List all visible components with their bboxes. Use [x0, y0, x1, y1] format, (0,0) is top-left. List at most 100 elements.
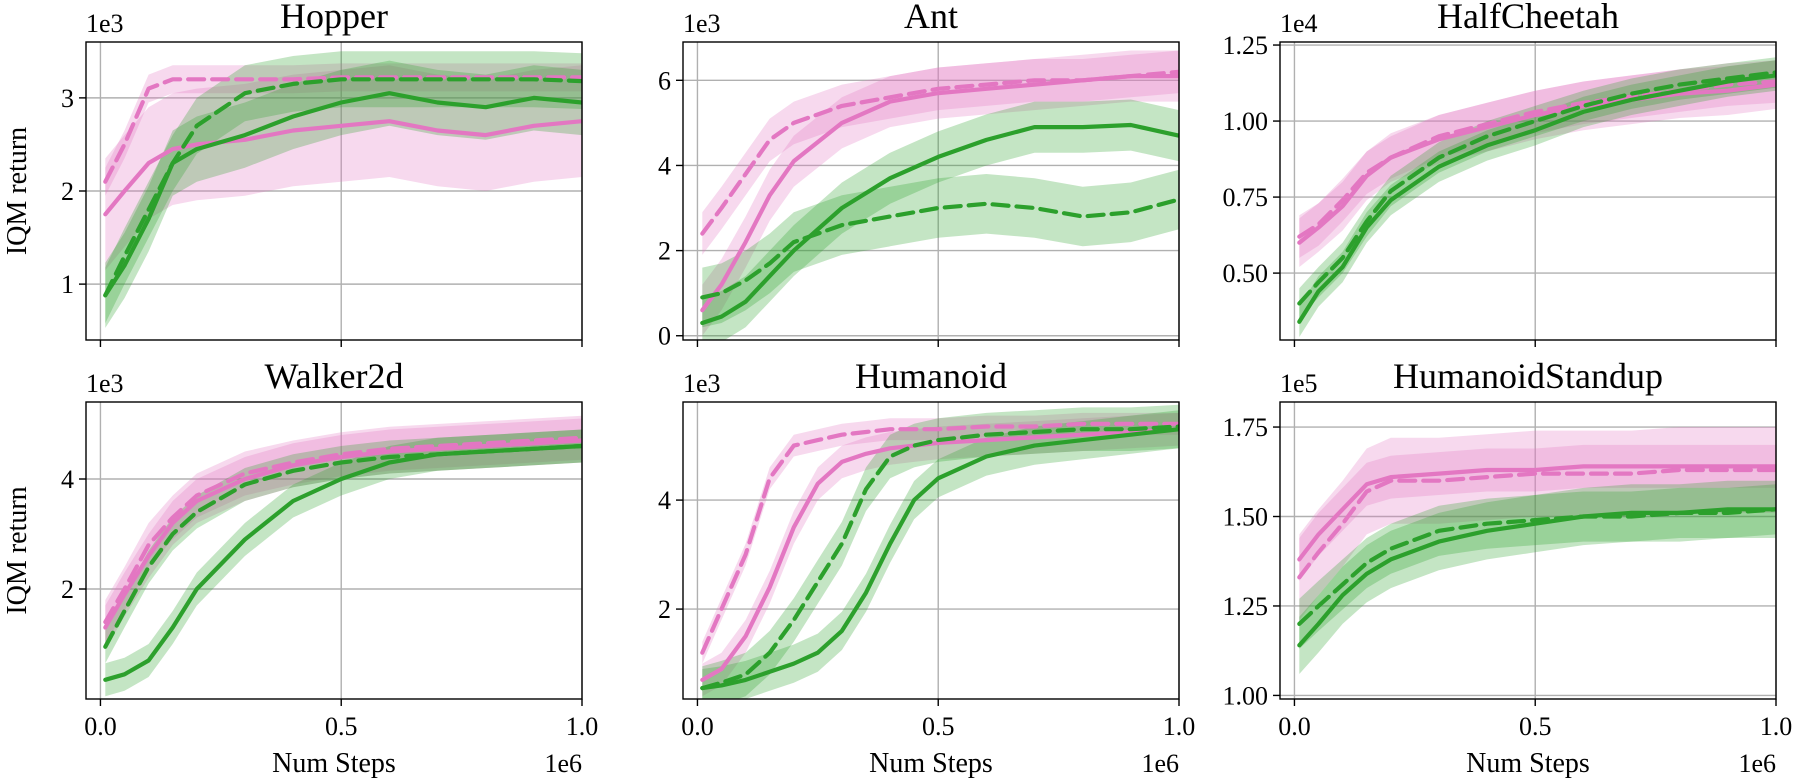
y-axis-exponent: 1e5	[1280, 369, 1318, 398]
y-tick-label: 0.50	[1223, 259, 1269, 288]
series-line-pink-solid	[103, 119, 582, 217]
x-tick-label: 0.0	[84, 712, 117, 741]
y-tick-label: 4	[61, 465, 74, 494]
x-tick-label: 1.0	[566, 712, 599, 741]
chart-panel-walker2d: 0.0 0.5 1.0 2 4 1e3 Walker2d IQM return Num Step…	[2, 356, 598, 779]
axes-frame	[1279, 41, 1777, 341]
y-axis-title: IQM return	[2, 127, 33, 255]
series-band-green-dashed	[1299, 484, 1776, 649]
y-tick-label: 2	[61, 177, 74, 206]
series-band-pink-solid	[1299, 60, 1776, 268]
series-line-green-solid	[700, 427, 1179, 691]
series-line-green-dashed	[103, 77, 582, 298]
panel-title: Hopper	[280, 0, 388, 36]
panel-title: Ant	[904, 0, 958, 36]
series-line-pink-dashed	[700, 421, 1179, 655]
series-band-pink-solid	[1299, 444, 1776, 581]
panel-title: HalfCheetah	[1437, 0, 1619, 36]
chart-panel-humanoidstandup: 0.0 0.5 1.0 1.00 1.25 1.50 1.75 1e5 HumanoidStan…	[1223, 356, 1793, 779]
series-line-green-dashed	[1297, 70, 1776, 306]
series-line-pink-solid	[1297, 82, 1776, 245]
y-tick-label: 1.00	[1223, 681, 1269, 710]
series-band-green-solid	[1299, 480, 1776, 674]
y-tick-label: 4	[658, 486, 671, 515]
series-line-green-dashed	[700, 197, 1179, 300]
series-band-green-dashed	[702, 169, 1179, 328]
x-axis-title: Num Steps	[272, 748, 396, 779]
y-axis-exponent: 1e3	[86, 369, 124, 398]
series-line-pink-dashed	[1297, 467, 1776, 580]
x-tick-label: 0.5	[1519, 712, 1552, 741]
axes-frame	[85, 401, 583, 700]
y-tick-label: 6	[658, 66, 671, 95]
chart-panel-hopper: 1 2 3 1e3 Hopper IQM return	[2, 0, 583, 347]
x-axis-title: Num Steps	[1466, 748, 1590, 779]
series-line-green-dashed	[1297, 507, 1776, 627]
x-tick-label: 1.0	[1163, 712, 1196, 741]
series-line-green-solid	[700, 122, 1179, 326]
series-band-pink-solid	[105, 418, 582, 650]
plot-area	[103, 51, 582, 328]
series-line-green-solid	[1297, 73, 1776, 324]
x-tick-label: 0.5	[922, 712, 955, 741]
series-band-pink-dashed	[1299, 60, 1776, 258]
y-tick-label: 0	[658, 322, 671, 351]
series-band-green-dashed	[105, 51, 582, 324]
x-axis-exponent: 1e6	[1738, 749, 1776, 778]
series-line-pink-solid	[103, 438, 582, 630]
y-tick-label: 3	[61, 84, 74, 113]
axes-frame	[682, 41, 1180, 341]
series-line-pink-dashed	[103, 435, 582, 625]
y-tick-label: 0.75	[1223, 183, 1269, 212]
x-axis-title: Num Steps	[869, 748, 993, 779]
series-line-pink-solid	[1297, 464, 1776, 562]
y-axis-exponent: 1e3	[683, 369, 721, 398]
series-line-green-dashed	[700, 424, 1179, 691]
y-tick-label: 2	[658, 595, 671, 624]
y-tick-label: 4	[658, 151, 671, 180]
y-axis-title: IQM return	[2, 486, 33, 614]
plot-area	[1297, 427, 1776, 674]
chart-panel-ant: 0 2 4 6 1e3 Ant	[658, 0, 1180, 351]
series-band-pink-dashed	[702, 50, 1179, 255]
y-tick-label: 1.25	[1223, 592, 1269, 621]
series-band-green-solid	[105, 60, 582, 328]
series-line-green-solid	[103, 91, 582, 298]
axes-frame	[682, 401, 1180, 700]
series-band-pink-solid	[702, 412, 1179, 697]
series-line-pink-solid	[700, 427, 1179, 683]
panel-title: HumanoidStandup	[1393, 356, 1663, 396]
series-band-green-solid	[105, 429, 582, 697]
x-tick-label: 1.0	[1760, 712, 1793, 741]
y-tick-label: 2	[658, 237, 671, 266]
y-tick-label: 1.25	[1223, 31, 1269, 60]
panel-title: Humanoid	[855, 356, 1007, 396]
series-band-pink-dashed	[105, 415, 582, 644]
y-axis-exponent: 1e4	[1280, 9, 1318, 38]
x-axis-exponent: 1e6	[544, 749, 582, 778]
x-axis-exponent: 1e6	[1141, 749, 1179, 778]
plot-area	[700, 50, 1179, 340]
y-tick-label: 1.00	[1223, 107, 1269, 136]
series-line-green-dashed	[103, 443, 582, 649]
y-tick-label: 1.75	[1223, 413, 1269, 442]
x-tick-label: 0.5	[325, 712, 358, 741]
chart-panel-humanoid: 0.0 0.5 1.0 2 4 1e3 Humanoid Num Steps 1e6	[658, 356, 1195, 779]
x-tick-label: 0.0	[681, 712, 714, 741]
plot-area	[1297, 57, 1776, 337]
panel-title: Walker2d	[264, 356, 403, 396]
plot-area	[103, 415, 582, 697]
series-band-pink-solid	[105, 65, 582, 271]
y-tick-label: 1	[61, 270, 74, 299]
x-tick-label: 0.0	[1278, 712, 1311, 741]
chart-panel-halfcheetah: 0.50 0.75 1.00 1.25 1e4 HalfCheetah	[1223, 0, 1777, 347]
plot-area	[700, 404, 1179, 699]
y-axis-exponent: 1e3	[683, 9, 721, 38]
y-axis-exponent: 1e3	[86, 9, 124, 38]
y-tick-label: 1.50	[1223, 503, 1269, 532]
series-band-pink-solid	[702, 50, 1179, 336]
axes-frame	[1279, 401, 1777, 700]
series-line-pink-dashed	[700, 69, 1179, 236]
series-band-green-dashed	[702, 404, 1179, 699]
